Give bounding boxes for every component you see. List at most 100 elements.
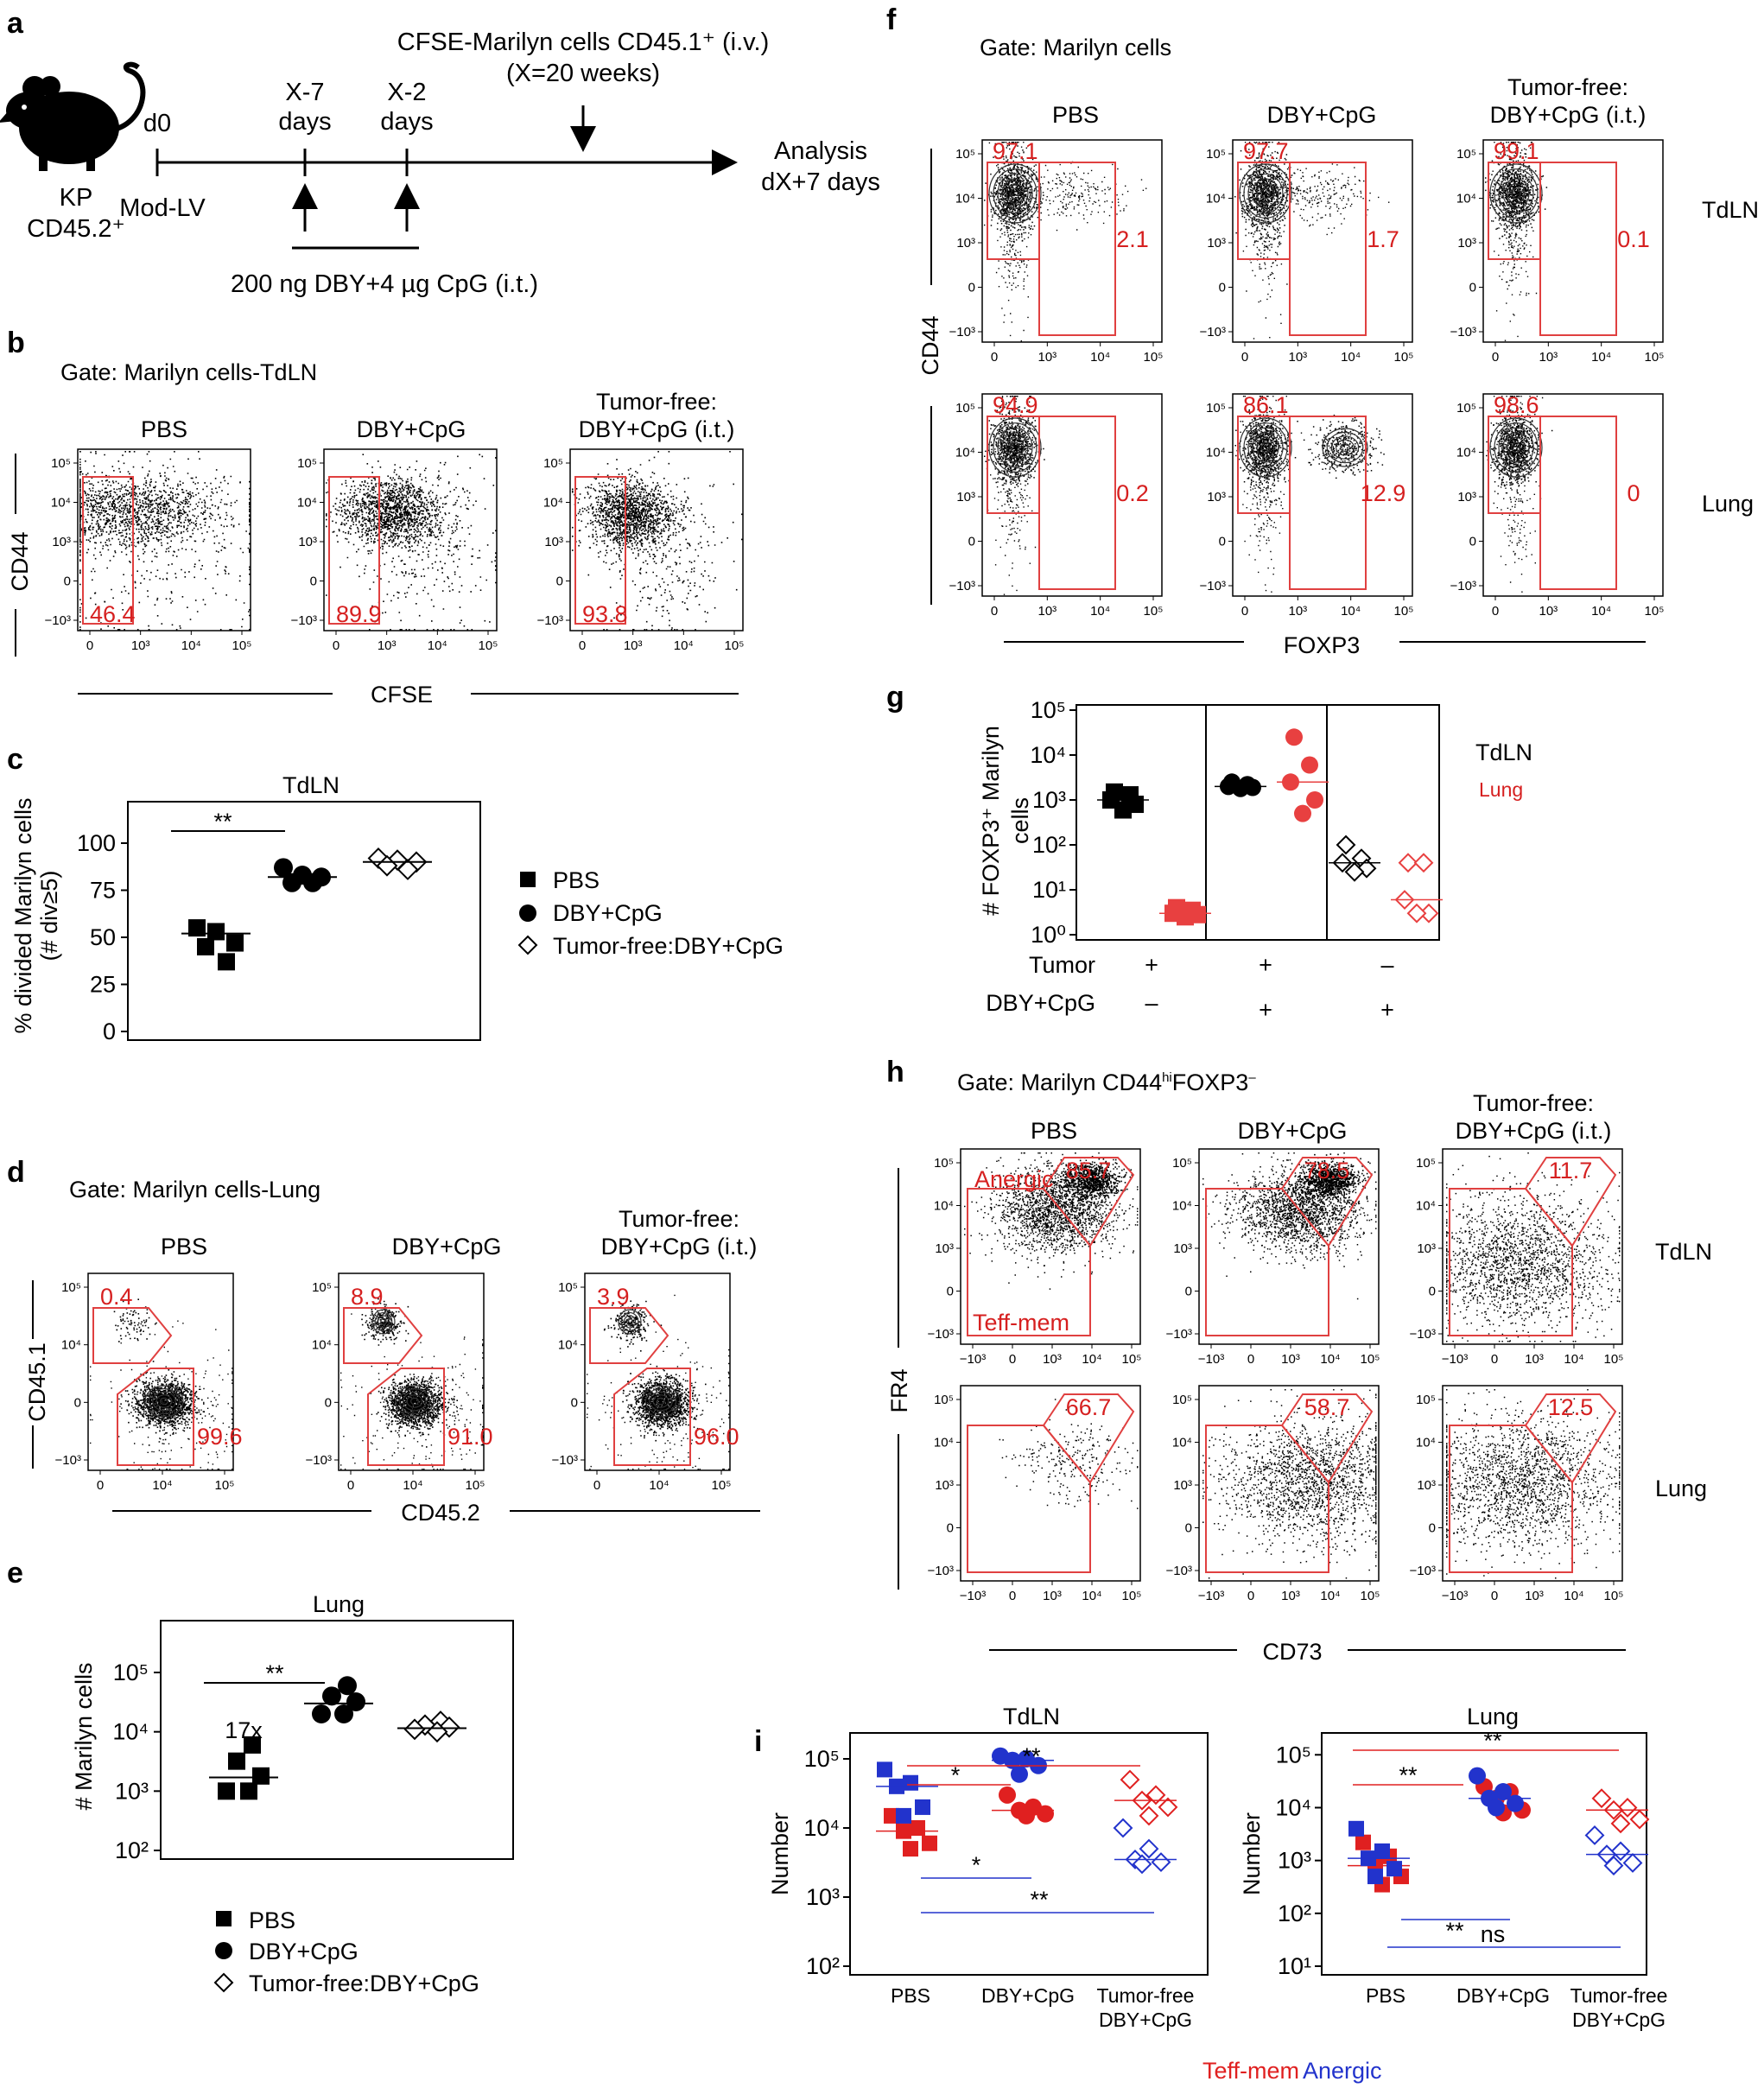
density-contour bbox=[993, 168, 1037, 219]
panel-b: b Gate: Marilyn cells-TdLN PBS DBY+CpG T… bbox=[7, 327, 744, 708]
b-title-pbs: PBS bbox=[141, 416, 187, 442]
label-cfse-1: CFSE-Marilyn cells CD45.1⁺ (i.v.) bbox=[397, 29, 770, 56]
event-cloud bbox=[1491, 142, 1538, 341]
data-square bbox=[1374, 1843, 1390, 1859]
y-tick-label: 10⁵ bbox=[1276, 1742, 1311, 1768]
density-contour bbox=[410, 1397, 420, 1406]
teffmem-gate bbox=[1449, 1425, 1573, 1573]
data-circle bbox=[1469, 1767, 1486, 1785]
plot-frame bbox=[1198, 1385, 1380, 1582]
x-tick-label: 10³ bbox=[1539, 350, 1558, 365]
data-diamond bbox=[1406, 903, 1427, 923]
y-tick-label: 100 bbox=[77, 830, 116, 856]
y-tick-label: 10⁵ bbox=[558, 1280, 578, 1295]
y-tick-label: 10³ bbox=[298, 535, 317, 549]
i-tdln-sig1: * bbox=[951, 1762, 961, 1788]
teffmem-gate bbox=[967, 1425, 1091, 1573]
density-contour bbox=[148, 1387, 181, 1414]
y-tick-label: 10⁵ bbox=[955, 147, 975, 162]
y-tick-label: 10³ bbox=[115, 1778, 149, 1804]
density-contour bbox=[1260, 441, 1271, 454]
cfse-gate bbox=[82, 476, 134, 625]
density-contour bbox=[620, 1311, 639, 1332]
x-tick-label: −10³ bbox=[1442, 1352, 1468, 1367]
i-tdln-sig2: ** bbox=[1022, 1743, 1041, 1769]
g-row1-mark-2: + bbox=[1259, 952, 1272, 978]
mouse-icon bbox=[0, 61, 146, 171]
data-square bbox=[197, 937, 214, 955]
b-plots: 0 10³ 10⁴ 10⁵ −10³ 0 10³ 10⁴ 10⁵ 46.4 0 10³ 10⁴ 10⁵ −1… bbox=[45, 448, 744, 653]
f-right-value: 0.2 bbox=[1116, 480, 1149, 506]
x-tick-label: −10³ bbox=[960, 1352, 986, 1367]
f-row-lung: Lung bbox=[1702, 491, 1754, 517]
data-square bbox=[1386, 1861, 1402, 1877]
x-tick-label: 0 bbox=[991, 350, 998, 365]
d-xlabel: CD45.2 bbox=[401, 1500, 480, 1526]
label-analysis-2: dX+7 days bbox=[761, 168, 880, 196]
x-tick-label: 10⁴ bbox=[1591, 350, 1611, 365]
plot-frame bbox=[77, 448, 251, 631]
h-plot-0-2: −10³ 0 10³ 10⁴ 10⁵ −10³ 0 10³ 10⁴ 10⁵ 11.7 bbox=[1410, 1148, 1623, 1367]
f-ylabel: CD44 bbox=[917, 315, 943, 375]
y-tick-label: 10³ bbox=[1278, 1848, 1311, 1874]
data-square bbox=[240, 1782, 257, 1800]
y-tick-label: −10³ bbox=[1410, 1564, 1436, 1578]
event-cloud bbox=[984, 144, 1043, 242]
density-contour bbox=[395, 1385, 435, 1418]
y-tick-label: 10¹ bbox=[1278, 1953, 1311, 1979]
b-ylabel: CD44 bbox=[7, 531, 33, 591]
i-legend-teff: Teff-mem bbox=[1202, 2058, 1299, 2084]
y-tick-label: −10³ bbox=[1450, 579, 1476, 593]
y-tick-label: 10⁴ bbox=[558, 1338, 578, 1353]
f-plot-0-2: 0 10³ 10⁴ 10⁵ −10³ 0 10³ 10⁴ 10⁵ 99.1 0.1 bbox=[1450, 138, 1665, 365]
f-left-value: 94.9 bbox=[993, 392, 1038, 418]
d-top-value: 0.4 bbox=[100, 1284, 133, 1310]
plot-frame bbox=[338, 1272, 485, 1471]
foxp3-pos-gate bbox=[1539, 162, 1617, 336]
y-tick-label: 10³ bbox=[1173, 1478, 1192, 1493]
data-diamond bbox=[1413, 853, 1434, 873]
panel-letter-f: f bbox=[886, 3, 897, 36]
h-plot-0-0: −10³ 0 10³ 10⁴ 10⁵ −10³ 0 10³ 10⁴ 10⁵ 85.7 Anergic T… bbox=[928, 1148, 1141, 1367]
density-contour bbox=[155, 1394, 173, 1408]
y-tick-label: 25 bbox=[90, 972, 116, 998]
plot-frame bbox=[1482, 393, 1664, 597]
x-tick-label: 0 bbox=[1491, 1589, 1498, 1603]
i-legend-anergic: Anergic bbox=[1303, 2058, 1382, 2084]
density-contour bbox=[1010, 441, 1020, 454]
density-contour bbox=[1494, 422, 1539, 473]
y-tick-label: 0 bbox=[1469, 535, 1476, 549]
d-title-dby: DBY+CpG bbox=[392, 1234, 502, 1260]
event-cloud bbox=[1446, 1152, 1621, 1342]
x-tick-label: 0 bbox=[1247, 1589, 1254, 1603]
d-bottom-value: 91.0 bbox=[447, 1424, 493, 1450]
x-tick-label: 10³ bbox=[1043, 1589, 1062, 1603]
data-square bbox=[1177, 908, 1194, 926]
event-cloud bbox=[1446, 1389, 1621, 1579]
y-tick-label: 10⁴ bbox=[1416, 1199, 1436, 1214]
data-circle bbox=[1011, 1765, 1028, 1783]
teffmem-gate bbox=[967, 1188, 1091, 1336]
density-contour bbox=[997, 173, 1033, 214]
label-x2-2: days bbox=[380, 108, 433, 136]
h-anergic-value: 78.5 bbox=[1304, 1158, 1350, 1184]
g-ylabel-2: cells bbox=[1007, 797, 1033, 844]
data-circle bbox=[1494, 1783, 1512, 1801]
data-square bbox=[252, 1767, 270, 1785]
plot-frame bbox=[1442, 1148, 1623, 1345]
data-circle bbox=[282, 873, 301, 892]
g-row2-mark-2: + bbox=[1259, 997, 1272, 1023]
h-plots: −10³ 0 10³ 10⁴ 10⁵ −10³ 0 10³ 10⁴ 10⁵ 85.7 Anergic T… bbox=[928, 1148, 1623, 1603]
h-title-pbs: PBS bbox=[1031, 1118, 1077, 1144]
f-title-tf-2: DBY+CpG (i.t.) bbox=[1490, 102, 1647, 128]
h-title-tf-2: DBY+CpG (i.t.) bbox=[1456, 1118, 1612, 1144]
x-tick-label: −10³ bbox=[1198, 1589, 1224, 1603]
gate-label-h: Gate: Marilyn CD44hiFOXP3– bbox=[957, 1069, 1256, 1095]
x-tick-label: 10³ bbox=[378, 638, 397, 653]
y-tick-label: 10⁴ bbox=[1172, 1199, 1192, 1214]
y-tick-label: 10³ bbox=[1457, 236, 1476, 251]
b-xlabel: CFSE bbox=[371, 682, 433, 708]
data-square bbox=[218, 953, 235, 971]
g-points bbox=[1097, 728, 1443, 926]
y-tick-label: 0 bbox=[325, 1395, 332, 1410]
